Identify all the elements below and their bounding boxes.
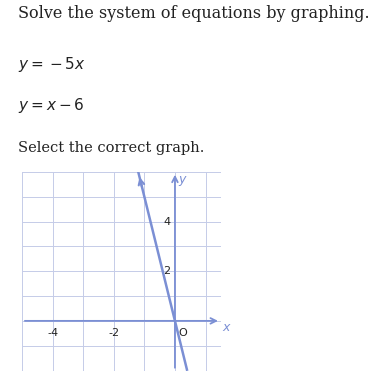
Text: y: y [178, 173, 185, 186]
Text: Solve the system of equations by graphing.: Solve the system of equations by graphin… [18, 5, 368, 22]
Text: -2: -2 [108, 328, 119, 338]
Text: O: O [178, 328, 187, 338]
Text: Select the correct graph.: Select the correct graph. [18, 141, 205, 155]
Text: $y=x-6$: $y=x-6$ [18, 96, 85, 115]
Text: 4: 4 [163, 217, 170, 227]
Text: 2: 2 [163, 266, 170, 276]
Text: x: x [222, 320, 230, 333]
Text: -4: -4 [47, 328, 58, 338]
Text: $y=-5x$: $y=-5x$ [18, 55, 86, 74]
